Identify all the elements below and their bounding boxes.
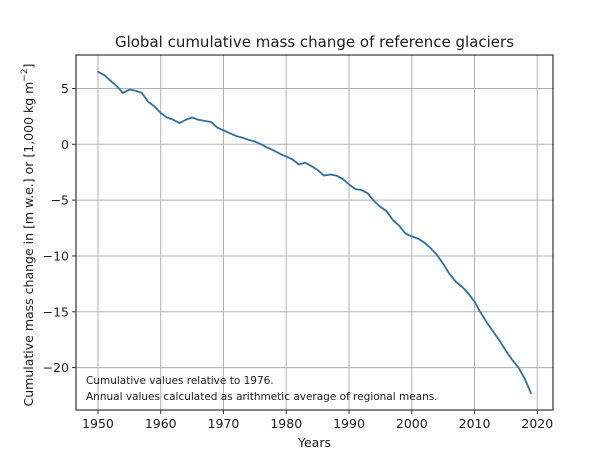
plot-frame bbox=[75, 54, 554, 411]
y-tick-label-5: 5 bbox=[61, 81, 69, 96]
x-tick-label-2020: 2020 bbox=[521, 416, 553, 431]
x-tick-label-2010: 2010 bbox=[459, 416, 491, 431]
y-tick-label--10: −10 bbox=[43, 248, 69, 263]
x-tick-label-1980: 1980 bbox=[270, 416, 302, 431]
tick-layer: 1950 1960 1970 1980 1990 2000 2010 2020 5 0 −5 −10 −… bbox=[43, 81, 554, 431]
annotation-line-2: Annual values calculated as arithmetic a… bbox=[86, 391, 438, 403]
y-tick-label--20: −20 bbox=[43, 360, 69, 375]
y-axis-label-end: ] bbox=[21, 64, 36, 69]
x-tick-label-2000: 2000 bbox=[396, 416, 428, 431]
y-tick-label-0: 0 bbox=[61, 137, 69, 152]
x-axis-label: Years bbox=[297, 435, 331, 450]
x-tick-label-1960: 1960 bbox=[145, 416, 177, 431]
series-layer bbox=[97, 70, 532, 395]
annotation-line-1: Cumulative values relative to 1976. bbox=[86, 375, 274, 387]
y-axis-label: Cumulative mass change in [m w.e.] or [1… bbox=[20, 64, 36, 407]
annotation-layer: Cumulative values relative to 1976. Annu… bbox=[86, 375, 438, 403]
chart-title: Global cumulative mass change of referen… bbox=[115, 33, 514, 51]
y-axis-label-superscript: −2 bbox=[20, 68, 30, 81]
x-tick-label-1990: 1990 bbox=[333, 416, 365, 431]
y-axis-label-main: Cumulative mass change in [m w.e.] or [1… bbox=[21, 82, 36, 407]
y-tick-label--5: −5 bbox=[51, 193, 69, 208]
series-line-0 bbox=[97, 70, 532, 395]
y-tick-label--15: −15 bbox=[43, 304, 69, 319]
x-tick-label-1970: 1970 bbox=[208, 416, 240, 431]
grid-layer bbox=[76, 55, 553, 410]
x-tick-label-1950: 1950 bbox=[82, 416, 114, 431]
